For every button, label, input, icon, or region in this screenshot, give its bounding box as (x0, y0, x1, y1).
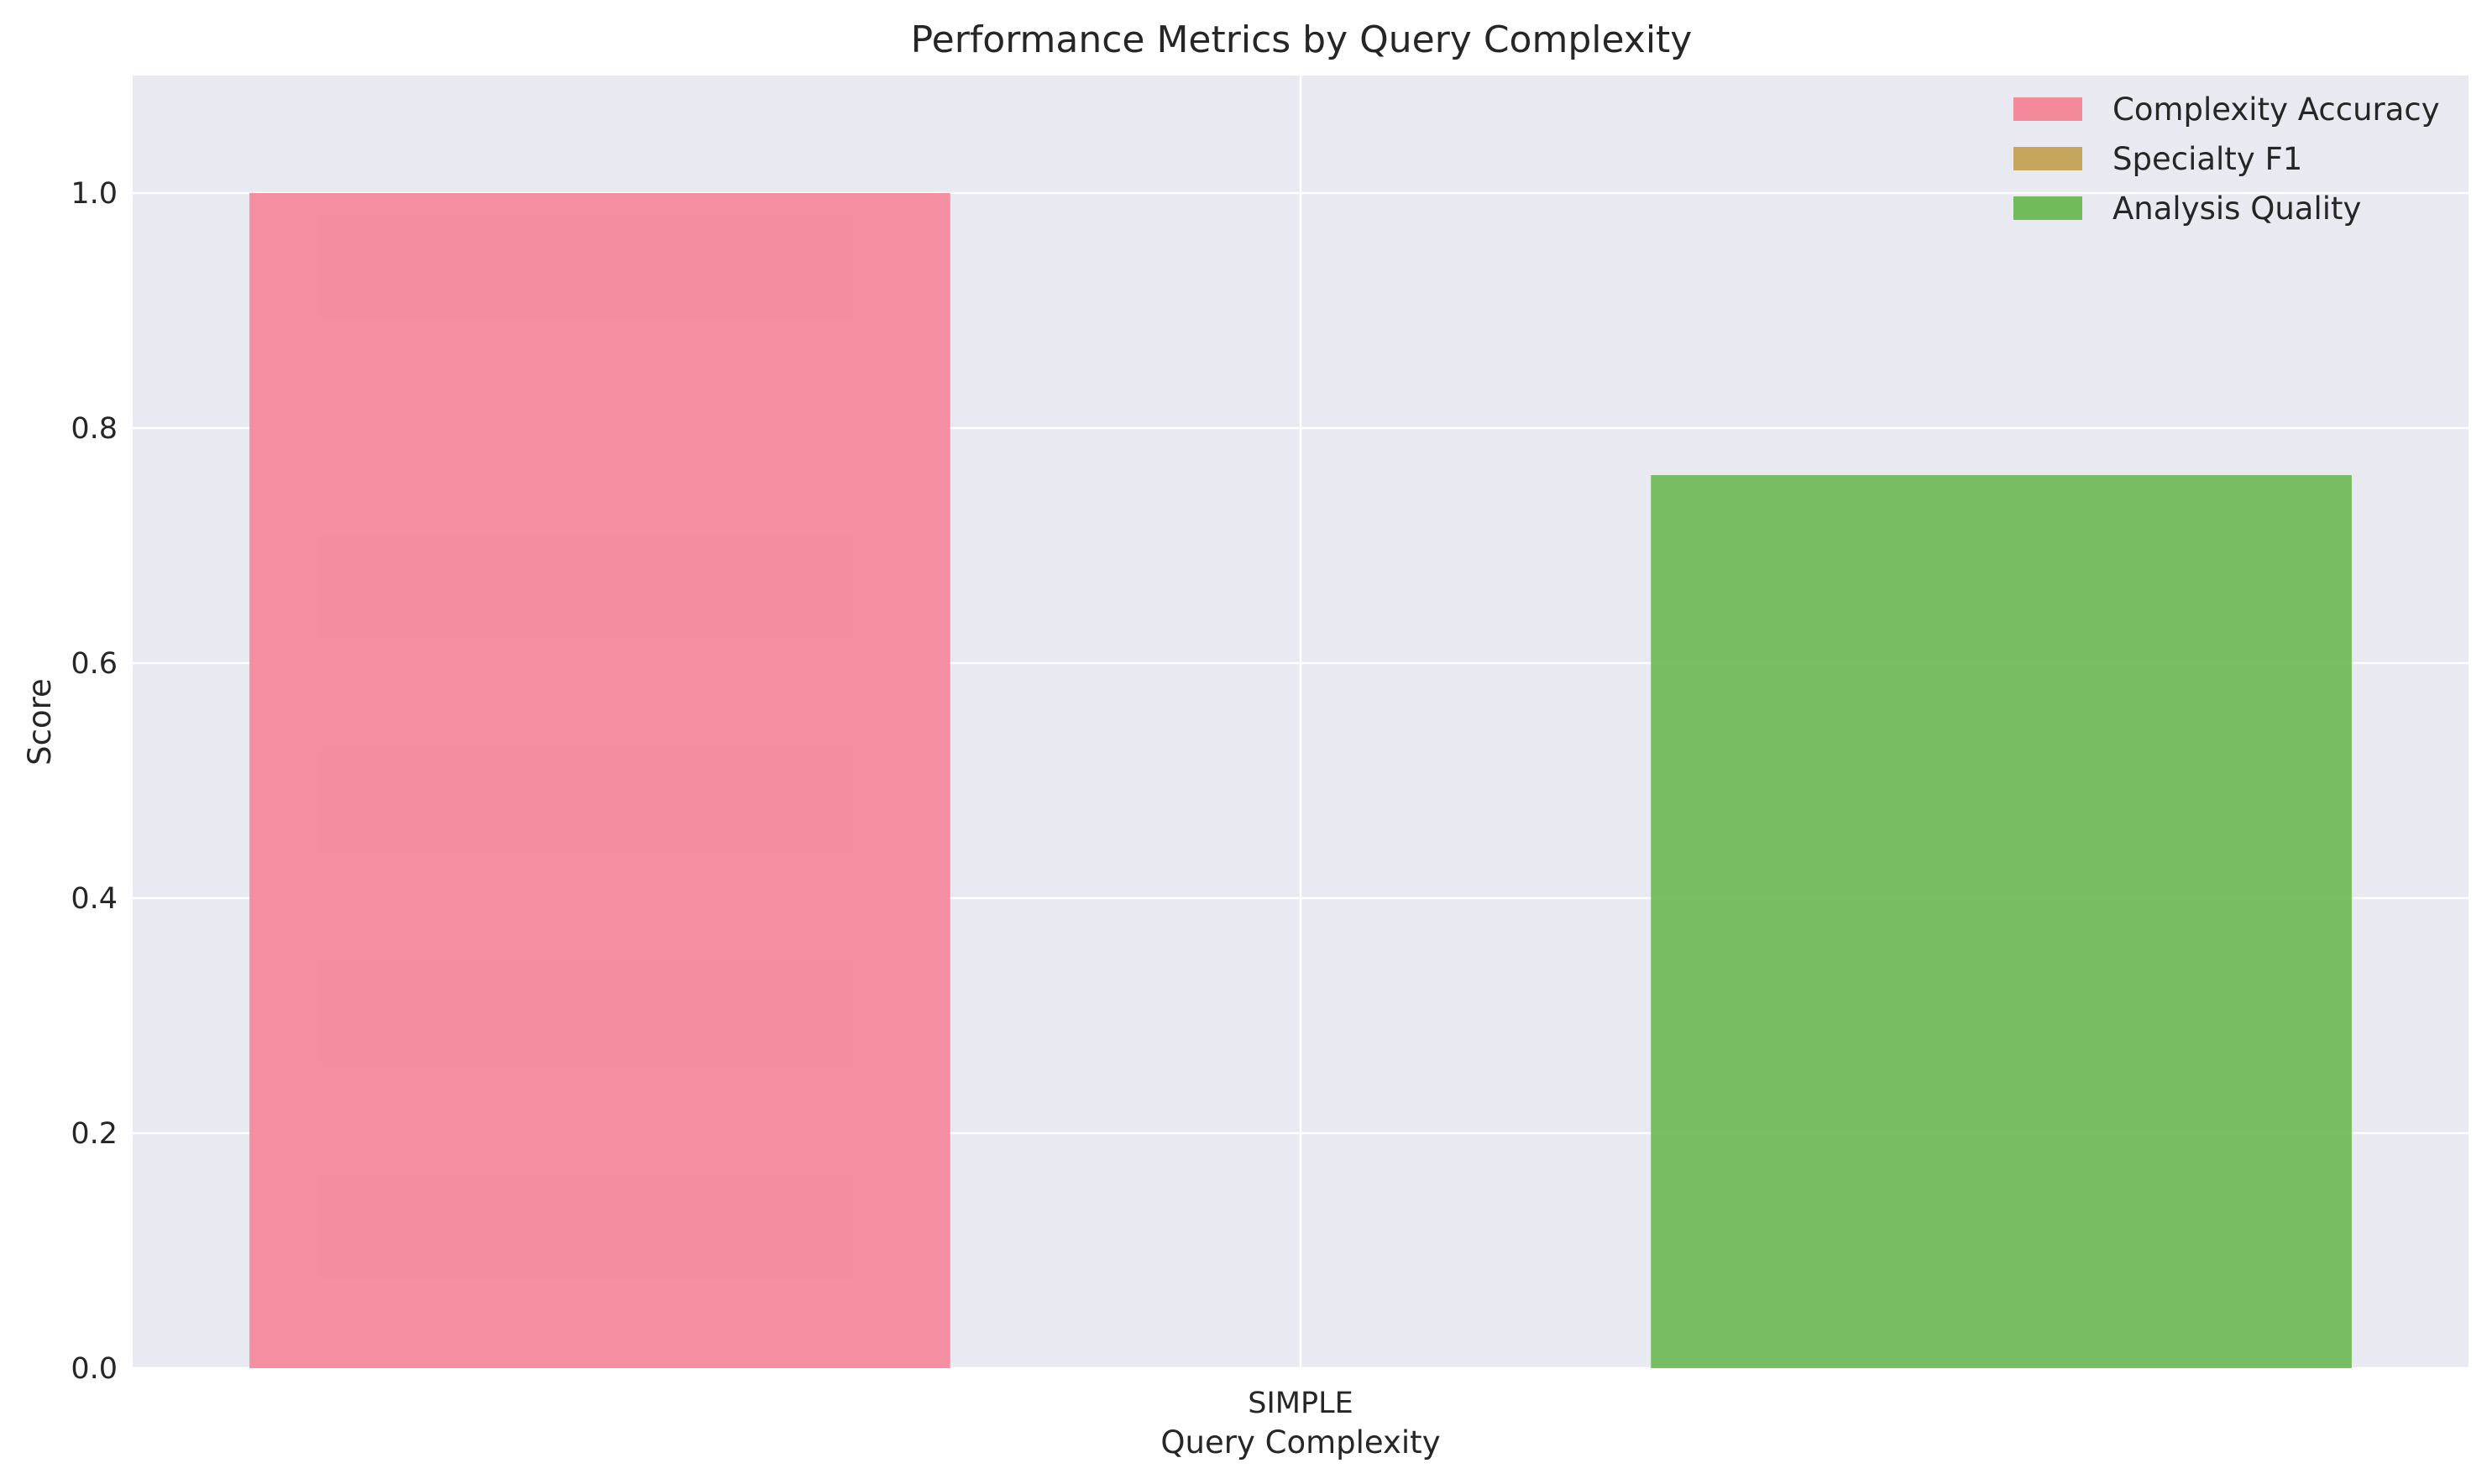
y-tick-label: 0.0 (71, 1352, 118, 1386)
x-axis-label: Query Complexity (1160, 1424, 1440, 1460)
y-axis-ticks: 0.0 0.2 0.4 0.6 0.8 1.0 (71, 177, 118, 1386)
legend-swatch (2013, 196, 2082, 220)
legend-label: Analysis Quality (2112, 191, 2361, 227)
x-tick-label: SIMPLE (1248, 1387, 1353, 1420)
chart-title: Performance Metrics by Query Complexity (911, 18, 1693, 61)
y-axis-label: Score (22, 678, 58, 766)
x-axis-ticks: SIMPLE (1248, 1387, 1353, 1420)
y-tick-label: 0.4 (71, 882, 118, 916)
legend-swatch (2013, 147, 2082, 170)
y-tick-label: 0.2 (71, 1117, 118, 1151)
y-tick-label: 0.6 (71, 647, 118, 681)
legend: Complexity Accuracy Specialty F1 Analysis … (2013, 91, 2440, 227)
bar-analysis-quality (1651, 475, 2352, 1368)
bar-complexity-accuracy (249, 193, 950, 1368)
y-tick-label: 0.8 (71, 412, 118, 446)
y-tick-label: 1.0 (71, 177, 118, 211)
bars (249, 193, 2352, 1368)
legend-label: Specialty F1 (2112, 141, 2302, 177)
legend-swatch (2013, 97, 2082, 121)
legend-label: Complexity Accuracy (2112, 91, 2440, 128)
